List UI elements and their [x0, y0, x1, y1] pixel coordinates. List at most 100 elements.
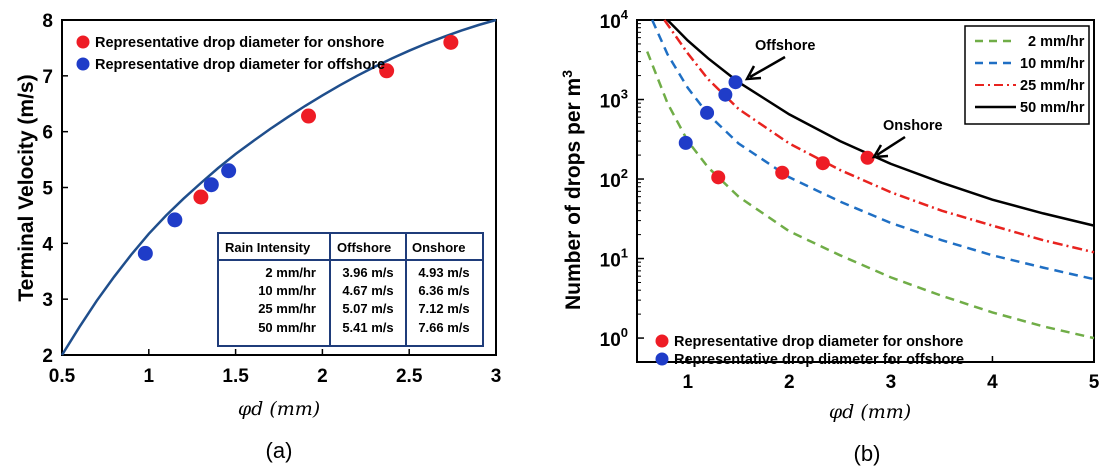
- plot-a-ticks: 0.5 1 1.5 2 2.5 3 2 3 4 5 6 7 8: [42, 11, 501, 387]
- plot-a-ytick-label: 4: [42, 234, 53, 255]
- table-cell: 7.66 m/s: [418, 320, 469, 335]
- series-line-2-mm-hr: [646, 51, 1095, 340]
- table-cell: 4.93 m/s: [418, 265, 469, 280]
- series-line-50-mm-hr: [666, 19, 1095, 227]
- table-cell: 10 mm/hr: [258, 283, 316, 298]
- plot-b-xtick-label: 2: [784, 372, 795, 393]
- velocity-table: Rain Intensity Offshore Onshore 2 mm/hr 3…: [217, 232, 484, 347]
- plot-b-ylabel-text: Number of drops per m: [562, 78, 585, 310]
- legend-b-2mm-label: 2 mm/hr: [1028, 34, 1085, 50]
- plot-a-ytick-label: 7: [42, 67, 53, 88]
- table-cell: 5.07 m/s: [342, 301, 393, 316]
- plot-a-xtick-label: 3: [491, 366, 502, 387]
- table-cell: 3.96 m/s: [342, 265, 393, 280]
- plot-a-curve-group: [60, 18, 497, 356]
- table-cell: 4.67 m/s: [342, 283, 393, 298]
- plot-a-xtick-label: 1: [144, 366, 155, 387]
- legend-a-offshore-label: Representative drop diameter for offshor…: [95, 57, 385, 73]
- legend-a-onshore-label: Representative drop diameter for onshore: [95, 35, 384, 51]
- plot-a-ytick-label: 6: [42, 123, 53, 144]
- plot-b-markers: [678, 75, 875, 185]
- plot-b-ytick-label: 104: [600, 7, 629, 33]
- onshore-point: [711, 170, 726, 185]
- legend-b-lines: 2 mm/hr 10 mm/hr 25 mm/hr 50 mm/hr: [964, 25, 1090, 125]
- legend-b-10mm-label: 10 mm/hr: [1020, 56, 1085, 72]
- plot-b-lines: [646, 19, 1095, 340]
- legend-b-50mm-label: 50 mm/hr: [1020, 100, 1085, 116]
- plot-a-ylabel: Terminal Velocity (m/s): [15, 74, 38, 301]
- legend-a-offshore-marker: [76, 57, 90, 71]
- plot-a-ytick-label: 2: [42, 346, 53, 367]
- annotation-onshore-text: Onshore: [883, 118, 943, 134]
- plot-b-ytick-base: 10: [600, 251, 621, 272]
- table-header-intensity: Rain Intensity: [225, 240, 311, 255]
- onshore-point: [815, 156, 830, 171]
- offshore-point: [167, 212, 183, 228]
- table-cell: 50 mm/hr: [258, 320, 316, 335]
- plot-a-ytick-label: 3: [42, 290, 53, 311]
- annotation-onshore: Onshore: [871, 118, 943, 159]
- plot-a-xtick-label: 0.5: [49, 366, 76, 387]
- series-line-25-mm-hr: [663, 19, 1095, 254]
- annotation-onshore-arrowhead: [871, 144, 889, 159]
- onshore-point: [860, 150, 875, 165]
- plot-b-ytick-base: 10: [600, 171, 621, 192]
- table-cell: 25 mm/hr: [258, 301, 316, 316]
- table-header-offshore: Offshore: [337, 240, 391, 255]
- onshore-point: [379, 63, 395, 79]
- annotation-offshore-text: Offshore: [755, 38, 815, 54]
- plot-b-ytick-exp: 4: [621, 7, 629, 22]
- offshore-point: [203, 177, 219, 193]
- annotation-offshore: Offshore: [744, 38, 815, 81]
- legend-b-offshore-label: Representative drop diameter for offshor…: [674, 352, 964, 368]
- onshore-point: [193, 189, 209, 205]
- plot-a-xtick-label: 2.5: [396, 366, 423, 387]
- plot-b-ytick-base: 10: [600, 12, 621, 33]
- plot-b-ytick-exp: 2: [621, 166, 628, 181]
- offshore-point: [728, 75, 743, 90]
- panel-a-label: (a): [266, 438, 293, 463]
- plot-b-ytick-label: 100: [600, 325, 628, 351]
- offshore-point: [221, 163, 237, 179]
- plot-b-ytick-label: 101: [600, 246, 628, 272]
- table-frame: [217, 232, 484, 347]
- table-cell: 7.12 m/s: [418, 301, 469, 316]
- plot-a-xtick-label: 1.5: [222, 366, 249, 387]
- plot-b-xlabel: φd (mm): [829, 401, 911, 423]
- annotation-offshore-arrowhead: [744, 65, 762, 81]
- legend-b-25mm-label: 25 mm/hr: [1020, 78, 1085, 94]
- terminal-velocity-curve: [60, 18, 497, 356]
- table-cell: 5.41 m/s: [342, 320, 393, 335]
- onshore-point: [443, 34, 459, 50]
- plot-b-ytick-label: 102: [600, 166, 628, 192]
- plot-b-xtick-label: 4: [987, 372, 998, 393]
- annotation-onshore-arrow: [876, 135, 906, 157]
- onshore-point: [301, 108, 317, 124]
- table-cell: 6.36 m/s: [418, 283, 469, 298]
- offshore-point: [718, 87, 733, 102]
- legend-b-offshore-marker: [655, 352, 669, 366]
- plot-b-ylabel: Number of drops per m3: [559, 70, 585, 310]
- plot-b-xtick-label: 1: [682, 372, 693, 393]
- plot-b-ytick-exp: 1: [621, 246, 628, 261]
- legend-a-onshore-marker: [76, 35, 90, 49]
- plot-b-ytick-base: 10: [600, 92, 621, 113]
- plot-a-xlabel: φd (mm): [238, 398, 320, 420]
- offshore-point: [678, 135, 693, 150]
- annotation-offshore-arrow: [749, 55, 786, 79]
- plot-b-ytick-label: 103: [600, 87, 628, 113]
- plot-b-ytick-exp: 3: [621, 87, 628, 102]
- panel-b-label: (b): [854, 441, 881, 466]
- offshore-point: [137, 245, 153, 261]
- plot-b-xtick-label: 5: [1089, 372, 1100, 393]
- table-cell: 2 mm/hr: [265, 265, 316, 280]
- plot-b-ytick-exp: 0: [621, 325, 628, 340]
- table-header-onshore: Onshore: [412, 240, 465, 255]
- onshore-point: [775, 165, 790, 180]
- plot-a-ytick-label: 8: [42, 11, 53, 32]
- plot-b-ylabel-sup: 3: [559, 70, 575, 78]
- plot-a-ytick-label: 5: [42, 179, 53, 200]
- plot-b-xtick-label: 3: [886, 372, 897, 393]
